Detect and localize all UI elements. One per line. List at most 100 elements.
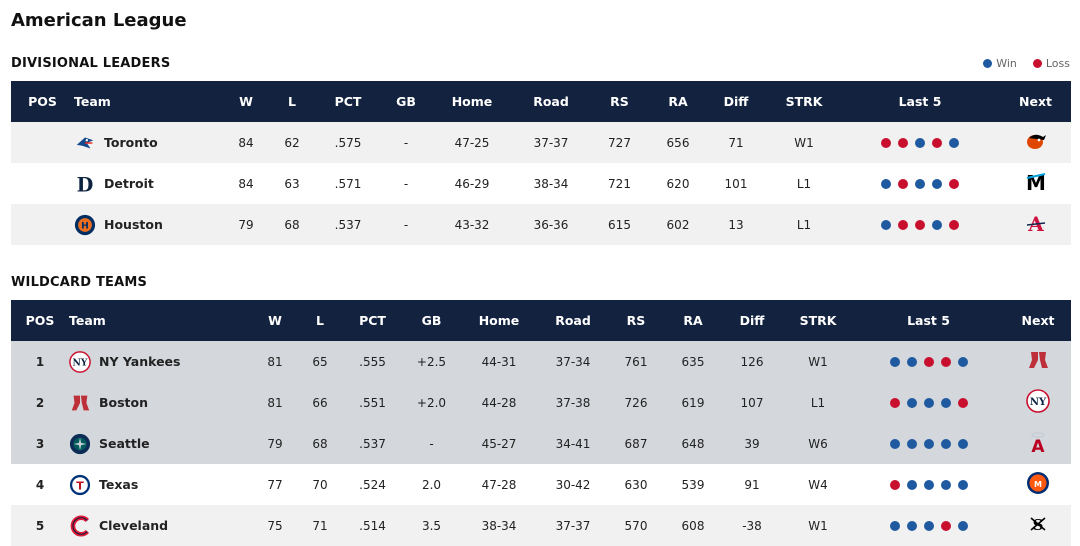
column-header-next[interactable]: Next bbox=[1019, 94, 1052, 109]
yankees-logo-icon[interactable]: NY bbox=[69, 350, 91, 373]
team-name-link[interactable]: Boston bbox=[99, 395, 149, 410]
column-header-home[interactable]: Home bbox=[451, 94, 493, 109]
table-row[interactable]: 5 Cleveland 75 71 .514 3.5 38-34 37-37 570 608 -38… bbox=[11, 505, 1071, 546]
yankees-logo-icon[interactable]: NY bbox=[1026, 389, 1050, 413]
table-row[interactable]: D Detroit 84 63 .571 - 46-29 38-34 721 620 101 L1 M bbox=[11, 163, 1071, 204]
cell-rs: 726 bbox=[624, 395, 648, 410]
blue-jays-logo-icon[interactable] bbox=[74, 132, 96, 154]
cell-team: Toronto bbox=[74, 122, 221, 163]
column-header-pct[interactable]: PCT bbox=[359, 313, 386, 328]
team-name-link[interactable]: NY Yankees bbox=[99, 354, 181, 369]
column-header-team[interactable]: Team bbox=[74, 94, 111, 109]
team-name-link[interactable]: Seattle bbox=[99, 436, 150, 451]
cell-wins: 75 bbox=[267, 518, 283, 533]
cell-next bbox=[1005, 341, 1071, 382]
cell-diff: 13 bbox=[728, 217, 744, 232]
cell-wins: 77 bbox=[267, 477, 283, 492]
loss-dot-icon bbox=[1032, 59, 1042, 68]
table-row[interactable]: 3 Seattle 79 68 .537 - 45-27 34-41 687 648 39 W6 A bbox=[11, 423, 1071, 464]
team-name-link[interactable]: Cleveland bbox=[99, 518, 169, 533]
table-row[interactable]: 1 NY NY Yankees 81 65 .555 +2.5 44-31 37-34 761 63… bbox=[11, 341, 1071, 382]
red-sox-logo-icon[interactable] bbox=[69, 392, 91, 414]
rangers-logo-icon[interactable]: T bbox=[69, 474, 91, 496]
red-sox-logo-icon[interactable] bbox=[1026, 348, 1050, 372]
cell-home: 38-34 bbox=[481, 518, 517, 533]
column-header-gb[interactable]: GB bbox=[396, 94, 416, 109]
win-dot-icon bbox=[957, 520, 968, 531]
cell-team: D Detroit bbox=[74, 163, 221, 204]
table-row[interactable]: Toronto 84 62 .575 - 47-25 37-37 727 656 71 W1 bbox=[11, 122, 1071, 163]
marlins-logo-icon[interactable]: M bbox=[1024, 170, 1048, 195]
cell-road: 38-34 bbox=[533, 176, 569, 191]
cell-home: 47-25 bbox=[454, 135, 490, 150]
column-header-pos[interactable]: POS bbox=[28, 94, 57, 109]
column-header-losses[interactable]: L bbox=[288, 94, 296, 109]
cell-next bbox=[1000, 122, 1071, 163]
loss-dot-icon bbox=[940, 356, 951, 367]
astros-logo-icon[interactable]: H bbox=[74, 214, 96, 236]
column-header-streak[interactable]: STRK bbox=[799, 313, 837, 328]
mariners-logo-icon[interactable] bbox=[69, 433, 91, 455]
column-header-wins[interactable]: W bbox=[268, 313, 282, 328]
cell-streak: W1 bbox=[808, 354, 828, 369]
cell-road: 37-37 bbox=[555, 518, 591, 533]
table-row[interactable]: 4 T Texas 77 70 .524 2.0 47-28 30-42 630 539 91 W4 M bbox=[11, 464, 1071, 505]
win-dot-icon bbox=[957, 356, 968, 367]
orioles-logo-icon[interactable] bbox=[1024, 129, 1048, 153]
column-header-rs[interactable]: RS bbox=[610, 94, 629, 109]
column-header-pct[interactable]: PCT bbox=[334, 94, 362, 109]
column-header-losses[interactable]: L bbox=[316, 313, 324, 328]
cell-wins: 79 bbox=[238, 217, 254, 232]
column-header-last-5[interactable]: Last 5 bbox=[907, 313, 950, 328]
column-header-gb[interactable]: GB bbox=[421, 313, 442, 328]
column-header-next[interactable]: Next bbox=[1021, 313, 1055, 328]
mets-logo-icon[interactable]: M bbox=[1026, 471, 1050, 495]
team-name-link[interactable]: Texas bbox=[99, 477, 139, 492]
loss-dot-icon bbox=[957, 397, 968, 408]
column-header-diff[interactable]: Diff bbox=[723, 94, 749, 109]
tigers-logo-icon[interactable]: D bbox=[74, 173, 96, 196]
column-header-road[interactable]: Road bbox=[555, 313, 591, 328]
cell-team: NY NY Yankees bbox=[69, 341, 250, 382]
table-header-row: POS Team W L PCT GB Home Road RS RA Diff STRK Last 5… bbox=[11, 81, 1071, 122]
loss-dot-icon bbox=[881, 137, 891, 148]
column-header-road[interactable]: Road bbox=[533, 94, 569, 109]
cell-pct: .571 bbox=[334, 176, 362, 191]
cell-diff: 101 bbox=[724, 176, 748, 191]
column-header-last-5[interactable]: Last 5 bbox=[898, 94, 942, 109]
column-header-home[interactable]: Home bbox=[478, 313, 520, 328]
svg-text:D: D bbox=[77, 173, 94, 195]
table-row[interactable]: 2 Boston 81 66 .551 +2.0 44-28 37-38 726 619 107 L1… bbox=[11, 382, 1071, 423]
table-row[interactable]: H Houston 79 68 .537 - 43-32 36-36 615 602 13 L1 A bbox=[11, 204, 1071, 245]
guardians-logo-icon[interactable] bbox=[69, 514, 91, 537]
cell-last-5 bbox=[852, 464, 1005, 505]
cell-gb: - bbox=[403, 176, 409, 191]
team-name-link[interactable]: Houston bbox=[104, 217, 163, 232]
column-header-wins[interactable]: W bbox=[239, 94, 253, 109]
cell-home: 45-27 bbox=[481, 436, 517, 451]
win-dot-icon bbox=[940, 438, 951, 449]
column-header-ra[interactable]: RA bbox=[683, 313, 703, 328]
braves-logo-icon[interactable]: A bbox=[1024, 211, 1048, 236]
loss-dot-icon bbox=[940, 520, 951, 531]
cell-ra: 608 bbox=[681, 518, 705, 533]
wildcard-teams-table: POS Team W L PCT GB Home Road RS RA Diff STRK Last 5… bbox=[11, 300, 1071, 546]
win-dot-icon bbox=[889, 356, 900, 367]
cell-pos bbox=[11, 122, 74, 163]
league-title: American League bbox=[11, 10, 187, 31]
loss-dot-icon bbox=[949, 178, 959, 189]
column-header-streak[interactable]: STRK bbox=[785, 94, 823, 109]
white-sox-logo-icon[interactable]: S bbox=[1026, 512, 1050, 536]
column-header-pos[interactable]: POS bbox=[25, 313, 55, 328]
column-header-rs[interactable]: RS bbox=[626, 313, 646, 328]
team-name-link[interactable]: Toronto bbox=[104, 135, 158, 150]
svg-text:NY: NY bbox=[1030, 397, 1047, 408]
column-header-ra[interactable]: RA bbox=[668, 94, 688, 109]
angels-logo-icon[interactable]: A bbox=[1026, 430, 1050, 457]
team-name-link[interactable]: Detroit bbox=[104, 176, 154, 191]
column-header-team[interactable]: Team bbox=[69, 313, 106, 328]
cell-pos: 4 bbox=[35, 477, 45, 492]
cell-ra: 635 bbox=[681, 354, 705, 369]
cell-ra: 602 bbox=[666, 217, 690, 232]
column-header-diff[interactable]: Diff bbox=[739, 313, 765, 328]
